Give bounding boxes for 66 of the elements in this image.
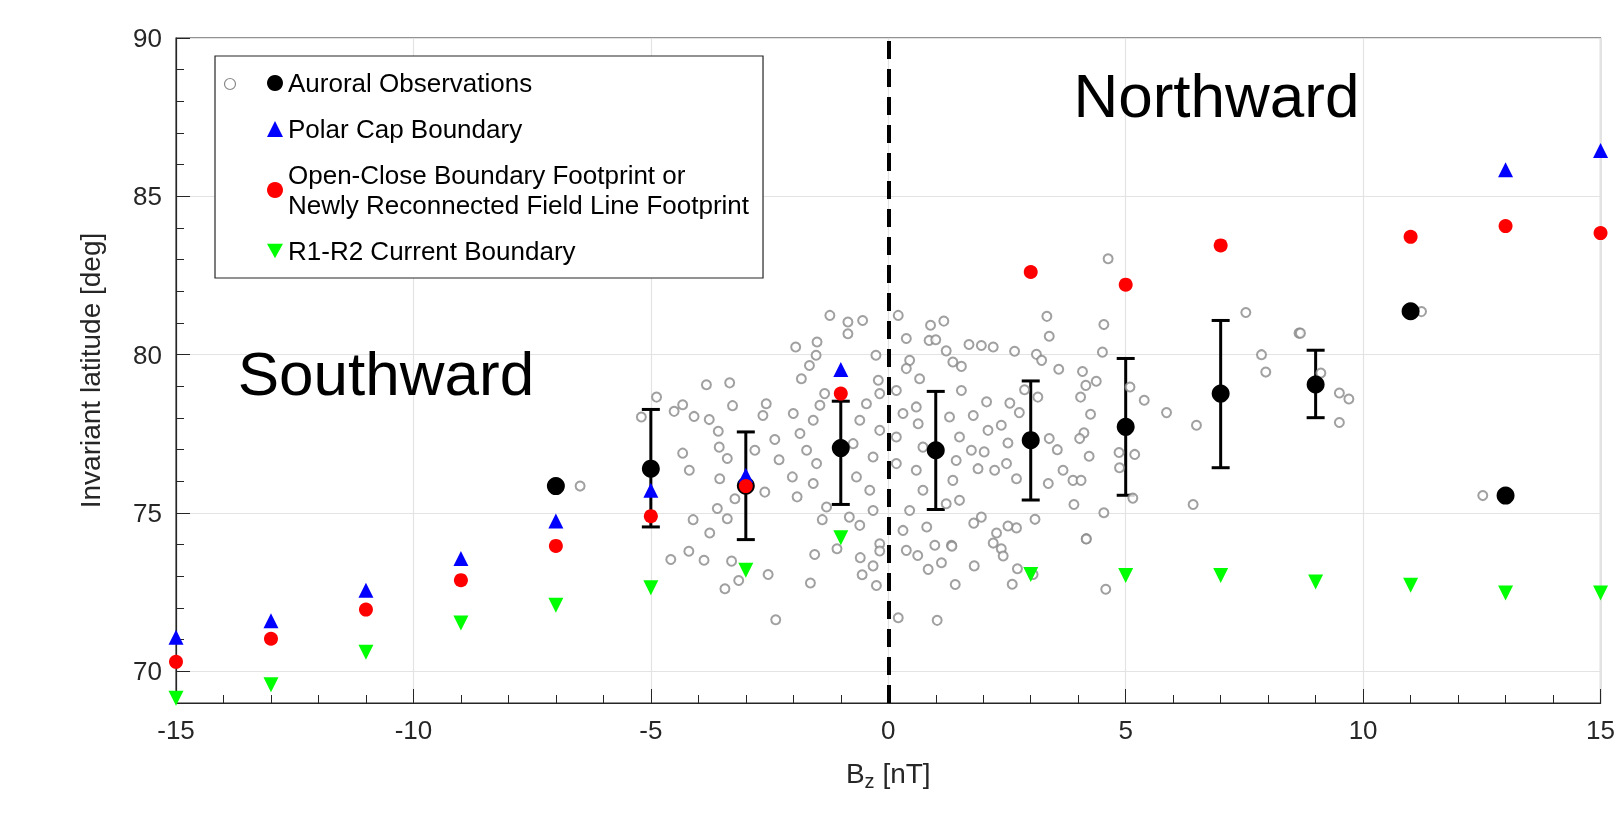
point xyxy=(1213,567,1229,583)
point xyxy=(548,513,564,529)
y-tick-label: 90 xyxy=(133,23,162,53)
point xyxy=(1118,277,1133,292)
point xyxy=(833,386,848,401)
point xyxy=(453,573,468,588)
point xyxy=(548,538,563,553)
legend-label: R1-R2 Current Boundary xyxy=(288,236,576,266)
x-tick-label: 0 xyxy=(881,715,896,745)
x-tick-label: 15 xyxy=(1586,715,1615,745)
point xyxy=(453,551,469,567)
point xyxy=(1211,384,1230,403)
point xyxy=(1593,142,1609,158)
x-tick-label: 10 xyxy=(1348,715,1378,745)
point xyxy=(453,615,469,631)
point xyxy=(643,482,659,498)
point xyxy=(358,582,374,598)
point xyxy=(1023,566,1039,582)
point xyxy=(1498,585,1514,601)
point xyxy=(1403,229,1418,244)
legend-label: Polar Cap Boundary xyxy=(288,114,523,144)
point xyxy=(546,477,565,496)
x-tick-label: 5 xyxy=(1118,715,1133,745)
point xyxy=(358,644,374,660)
point xyxy=(926,441,945,460)
point xyxy=(1118,567,1134,583)
point xyxy=(1021,431,1040,450)
point xyxy=(643,580,659,596)
point xyxy=(168,690,184,706)
point xyxy=(548,597,564,613)
y-tick-label: 85 xyxy=(133,181,162,212)
point xyxy=(833,530,849,546)
point xyxy=(169,654,183,669)
point xyxy=(263,613,279,629)
x-tick-label: -15 xyxy=(157,715,195,745)
y-axis-title: Invariant latitude [deg] xyxy=(74,232,106,509)
point xyxy=(1116,417,1135,436)
legend-label: Auroral Observations xyxy=(288,68,533,98)
x-tick-label: -5 xyxy=(639,715,663,745)
point xyxy=(833,362,849,378)
legend-label: Open-Close Boundary Footprint or Newly Reconnected Field Line Footprint xyxy=(288,160,750,220)
point xyxy=(1593,226,1608,241)
point xyxy=(1593,585,1609,601)
annotation: Southward xyxy=(237,339,535,409)
point xyxy=(263,677,279,693)
point xyxy=(1498,162,1514,178)
point xyxy=(1403,577,1419,593)
point xyxy=(1213,238,1228,253)
point xyxy=(831,439,850,458)
point xyxy=(1023,265,1038,280)
y-tick-label: 75 xyxy=(133,498,162,528)
x-tick-label: -10 xyxy=(394,715,433,745)
point xyxy=(1496,486,1515,505)
point xyxy=(1308,574,1324,590)
y-tick-label: 70 xyxy=(133,656,162,687)
point xyxy=(1401,302,1420,321)
point xyxy=(738,562,754,578)
point xyxy=(1306,375,1325,394)
point xyxy=(358,602,373,617)
point xyxy=(643,509,658,524)
point xyxy=(1498,219,1513,234)
point xyxy=(263,631,278,646)
y-tick-label: 80 xyxy=(133,339,162,370)
point xyxy=(168,629,184,645)
annotation: Northward xyxy=(1073,60,1360,130)
point xyxy=(641,459,660,478)
